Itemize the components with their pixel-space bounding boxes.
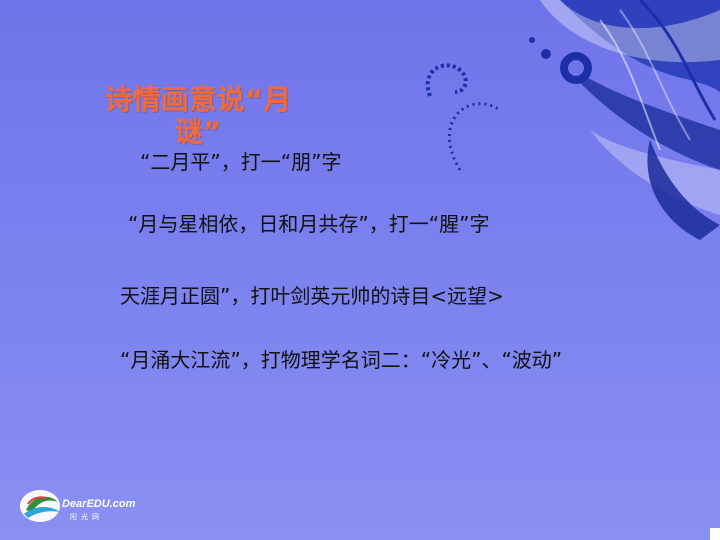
logo-subtext: 阳光网 [70,514,103,521]
riddle-1: “二月平”，打一“朋”字 [140,150,342,174]
corner-block [710,528,720,540]
riddle-2: “月与星相依，日和月共存”，打一“腥”字 [128,212,490,236]
riddle-3: 天涯月正圆”，打叶剑英元帅的诗目<远望> [120,284,504,308]
logo-text: DearEDU.com [62,498,136,510]
riddle-4: “月涌大江流”，打物理学名词二：“冷光”、“波动” [120,348,563,372]
dearedu-logo [20,490,60,522]
slide-title: 诗情画意说“月谜” [104,83,292,148]
